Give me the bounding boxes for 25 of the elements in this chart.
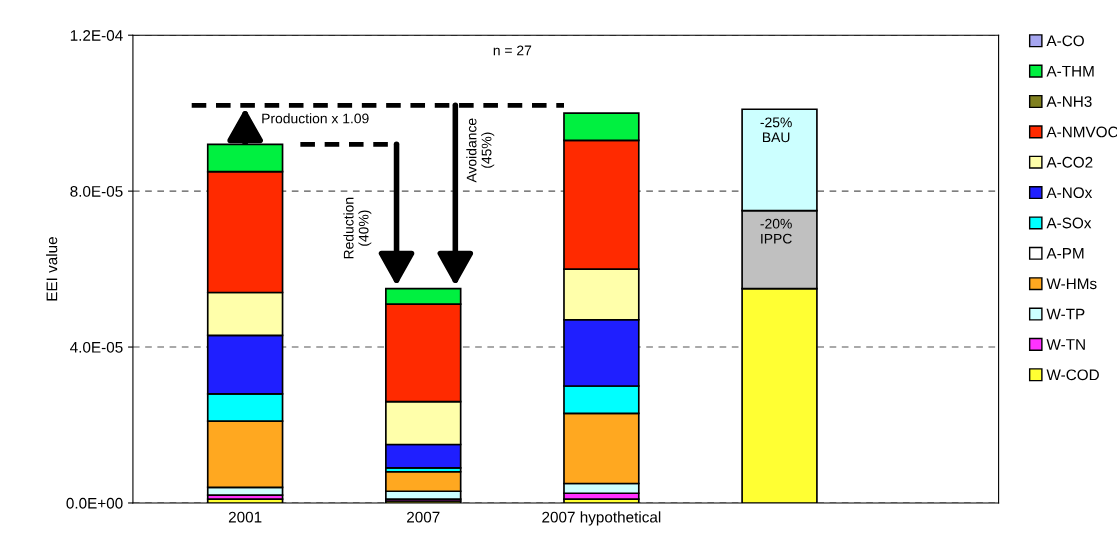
legend-label: W-COD <box>1046 369 1099 381</box>
legend-label: W-TP <box>1046 308 1085 320</box>
legend-label: A-THM <box>1046 65 1094 77</box>
legend-label: A-NH3 <box>1046 96 1092 107</box>
annotation: Avoidance (45%) <box>466 118 495 183</box>
annotation: -20% IPPC <box>760 218 792 244</box>
legend-label: A-CO <box>1046 35 1084 47</box>
legend-label: A-CO2 <box>1046 156 1093 168</box>
y-axis-title: EEI value <box>46 237 58 301</box>
legend-label: W-HMs <box>1046 278 1097 290</box>
y-tick-label: 0.0E+00 <box>66 497 123 509</box>
legend-label: A-SOx <box>1046 217 1092 229</box>
x-tick-label: 2007 <box>407 511 440 523</box>
annotation: Reduction (40%) <box>343 197 372 259</box>
annotation: -25% BAU <box>760 117 792 143</box>
y-tick-label: 8.0E-05 <box>70 185 123 197</box>
y-tick-label: 1.2E-04 <box>70 30 123 41</box>
y-tick-label: 4.0E-05 <box>70 341 123 353</box>
annotation: n = 27 <box>493 45 532 56</box>
x-tick-label: 2007 hypothetical <box>542 511 661 526</box>
annotation: Production x 1.09 <box>262 113 369 124</box>
legend-label: A-PM <box>1046 248 1084 259</box>
legend-label: W-TN <box>1046 339 1085 350</box>
x-tick-label: 2001 <box>228 511 262 523</box>
legend-label: A-NOx <box>1046 187 1093 199</box>
